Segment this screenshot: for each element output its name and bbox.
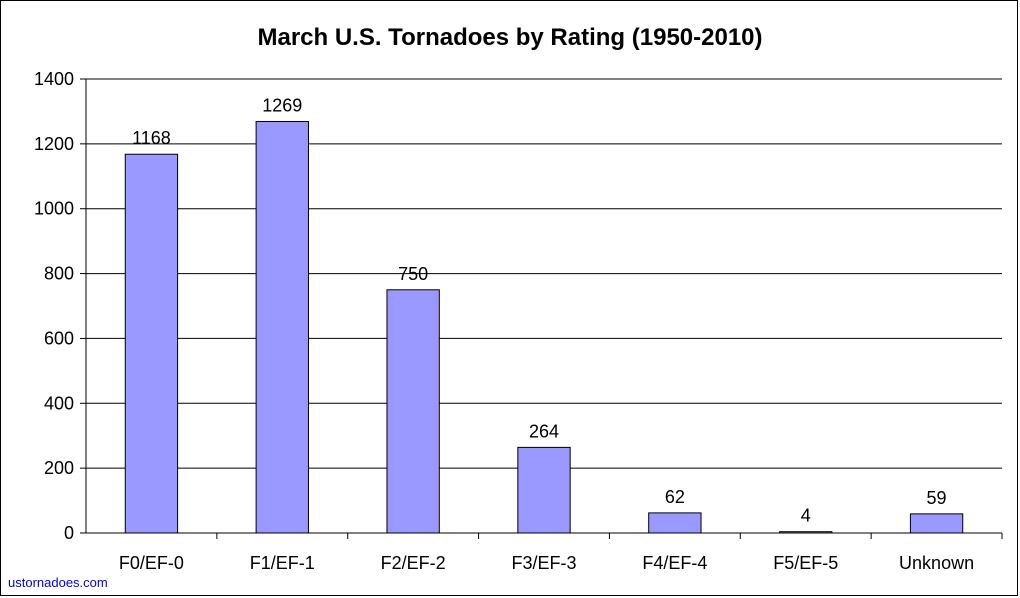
bar (517, 446, 571, 534)
chart-title: March U.S. Tornadoes by Rating (1950-201… (257, 24, 763, 51)
y-tick-label: 800 (44, 264, 74, 284)
x-tick-label: F5/EF-5 (773, 553, 838, 573)
data-label: 59 (927, 488, 947, 508)
x-tick-label: F4/EF-4 (642, 553, 707, 573)
data-label: 1168 (132, 128, 171, 148)
bar (386, 289, 440, 534)
bar (779, 531, 833, 534)
y-tick-label: 1200 (34, 134, 74, 154)
x-tick-label: F3/EF-3 (511, 553, 576, 573)
x-tick-label: F0/EF-0 (119, 553, 184, 573)
x-tick-label: Unknown (899, 553, 974, 573)
y-tick-label: 200 (44, 458, 74, 478)
x-tick-label: F1/EF-1 (250, 553, 315, 573)
y-tick-label: 400 (44, 393, 74, 413)
y-tick-label: 1000 (34, 199, 74, 219)
bar (124, 153, 179, 534)
bar (909, 513, 964, 534)
y-tick-label: 0 (64, 523, 74, 543)
source-credit: ustornadoes.com (8, 575, 108, 590)
data-label: 4 (801, 506, 811, 526)
data-label: 750 (398, 264, 428, 284)
data-label: 62 (665, 487, 685, 507)
data-label: 264 (529, 421, 559, 441)
data-label: 1269 (262, 95, 302, 115)
y-tick-label: 1400 (34, 69, 74, 89)
bar (648, 512, 702, 534)
x-tick-label: F2/EF-2 (381, 553, 446, 573)
y-tick-label: 600 (44, 328, 74, 348)
bar (255, 120, 309, 534)
